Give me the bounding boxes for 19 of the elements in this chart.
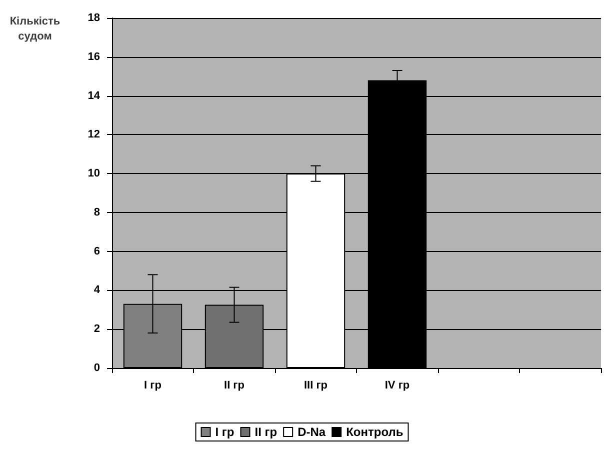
y-tick-label: 4 <box>94 284 101 296</box>
y-tick-label: 18 <box>88 12 100 24</box>
y-tick-label: 14 <box>88 90 101 102</box>
y-tick-label: 2 <box>94 323 100 336</box>
x-tick-label: II гр <box>224 380 245 392</box>
y-tick-label: 16 <box>88 50 100 63</box>
y-tick-label: 12 <box>88 128 100 141</box>
y-tick-label: 8 <box>94 206 100 218</box>
x-tick-label: IV гр <box>384 380 410 392</box>
x-tick-label: I гр <box>144 380 162 392</box>
legend-label: Контроль <box>346 425 404 439</box>
y-tick-label: 6 <box>94 245 100 258</box>
y-tick-label: 10 <box>88 168 100 180</box>
x-tick-label: III гр <box>304 380 328 392</box>
y-tick-label: 0 <box>94 362 100 374</box>
legend-label: II гр <box>254 425 278 439</box>
legend-label: I гр <box>215 425 234 439</box>
y-axis-title: Кількість судом <box>10 16 60 42</box>
legend-label: D-Na <box>298 425 326 439</box>
